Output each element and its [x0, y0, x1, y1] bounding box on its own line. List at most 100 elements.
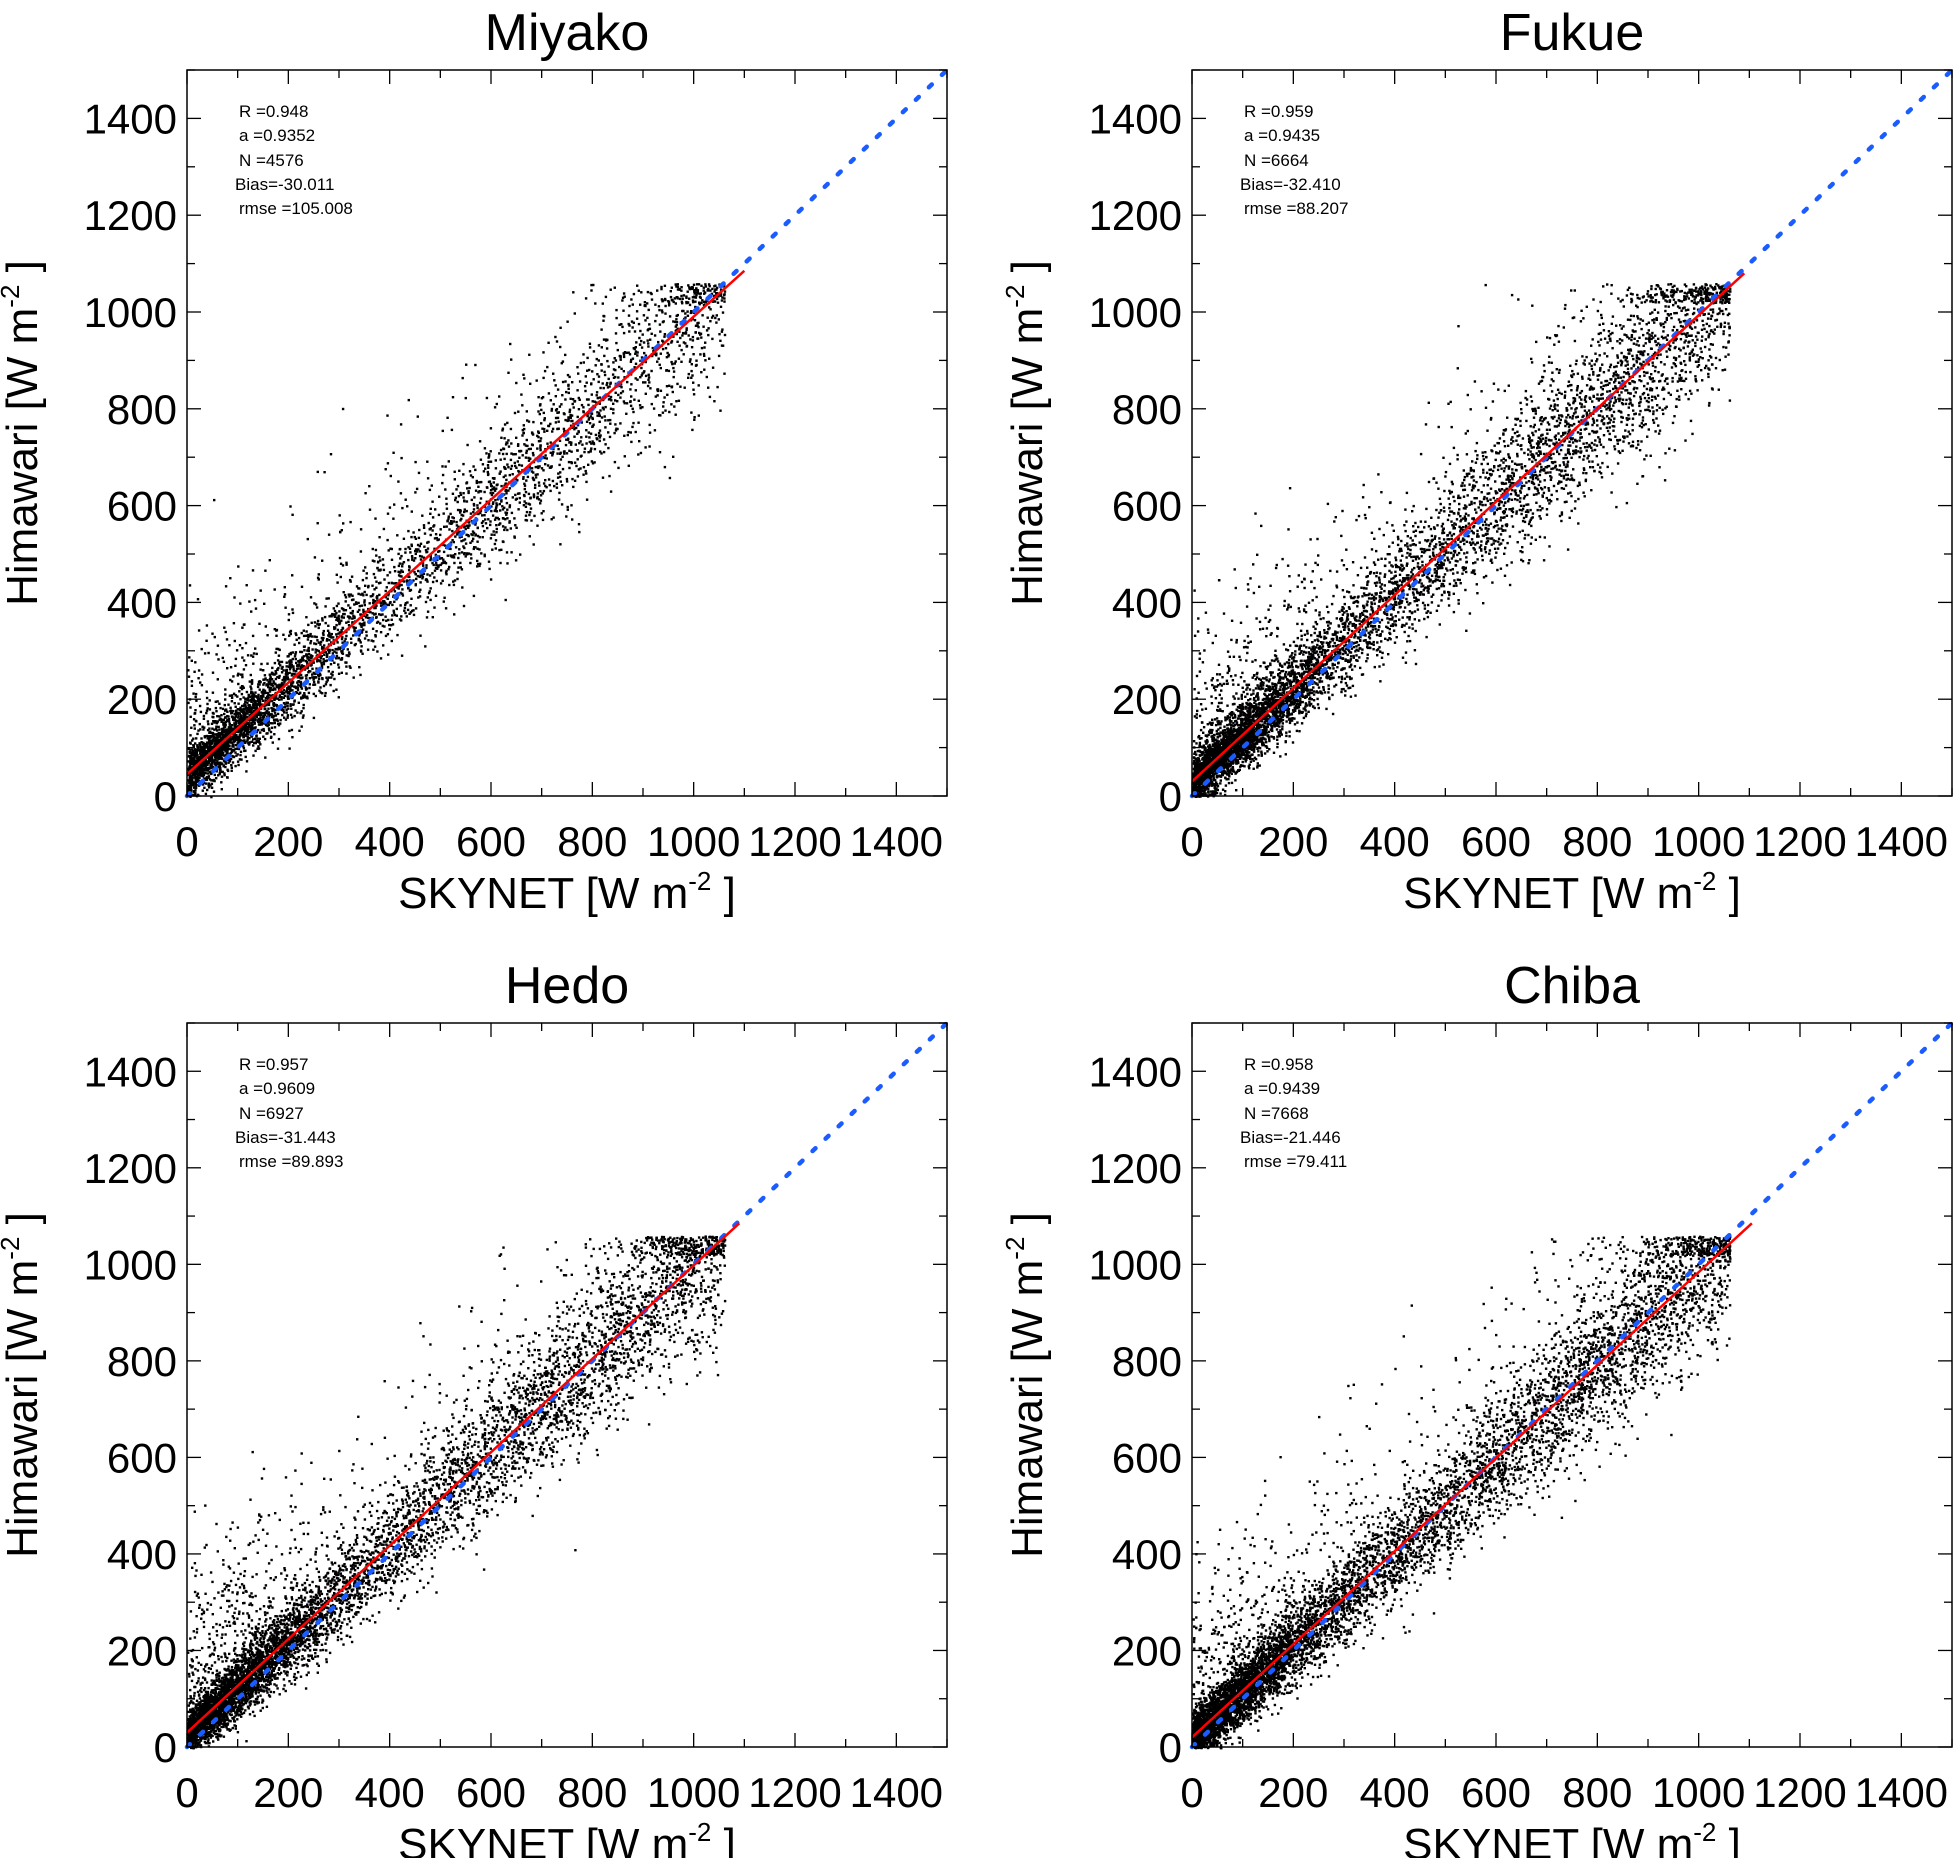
data-point: [421, 577, 424, 580]
data-point: [282, 688, 286, 692]
data-point: [600, 416, 604, 419]
data-point: [248, 694, 251, 697]
data-point: [284, 606, 287, 609]
data-point: [522, 504, 526, 507]
data-point: [241, 656, 244, 659]
data-point: [402, 561, 406, 564]
data-point: [449, 512, 452, 516]
data-point: [199, 754, 202, 757]
data-point: [210, 795, 213, 799]
data-point: [217, 738, 220, 742]
data-point: [270, 706, 273, 710]
data-point: [476, 506, 479, 510]
data-point: [364, 566, 367, 569]
data-point: [424, 600, 428, 604]
data-point: [399, 591, 402, 595]
data-point: [374, 548, 378, 552]
data-point: [278, 695, 281, 698]
data-point: [493, 489, 497, 492]
data-point: [270, 726, 274, 729]
data-point: [289, 703, 292, 706]
data-point: [357, 637, 360, 641]
data-point: [200, 745, 203, 749]
data-point: [604, 295, 608, 299]
data-point: [363, 590, 366, 594]
data-point: [254, 691, 257, 694]
data-point: [414, 607, 418, 610]
data-point: [400, 583, 403, 587]
data-point: [546, 464, 550, 467]
data-point: [650, 369, 653, 373]
data-point: [613, 431, 616, 435]
data-point: [222, 744, 226, 747]
data-point: [207, 775, 211, 778]
data-point: [643, 304, 646, 307]
data-point: [566, 508, 569, 511]
data-point: [686, 301, 690, 304]
data-point: [330, 672, 333, 675]
data-point: [481, 514, 484, 517]
data-point: [462, 462, 465, 466]
data-point: [460, 568, 464, 571]
data-point: [371, 612, 374, 615]
data-point: [489, 427, 493, 430]
data-point: [510, 452, 513, 455]
data-point: [578, 530, 581, 534]
data-point: [417, 569, 420, 573]
data-point: [208, 735, 212, 738]
data-point: [257, 693, 260, 697]
data-point: [484, 522, 488, 525]
data-point: [447, 568, 450, 571]
data-point: [239, 719, 243, 722]
data-point: [375, 586, 378, 589]
data-point: [616, 400, 619, 403]
data-point: [585, 480, 588, 484]
data-point: [631, 407, 634, 410]
data-point: [282, 702, 286, 705]
data-point: [613, 286, 616, 289]
data-point: [494, 547, 497, 550]
data-point: [426, 460, 429, 463]
data-point: [275, 634, 278, 637]
data-point: [1435, 481, 1438, 484]
data-point: [299, 650, 302, 654]
data-point: [427, 521, 430, 525]
data-point: [439, 533, 442, 537]
data-point: [327, 597, 330, 600]
data-point: [593, 461, 596, 464]
data-point: [258, 699, 261, 703]
data-point: [522, 477, 525, 480]
data-point: [650, 402, 653, 406]
data-point: [337, 663, 340, 666]
data-point: [358, 608, 361, 612]
data-point: [641, 372, 644, 375]
data-point: [508, 505, 511, 509]
data-point: [206, 761, 209, 764]
data-point: [193, 754, 196, 758]
data-point: [211, 691, 215, 694]
data-point: [426, 547, 430, 550]
data-point: [523, 487, 526, 491]
data-point: [320, 636, 324, 640]
data-point: [283, 694, 286, 697]
data-point: [255, 734, 258, 737]
data-point: [208, 759, 212, 762]
data-point: [349, 606, 352, 610]
data-point: [689, 358, 692, 361]
data-point: [227, 703, 230, 706]
data-point: [499, 561, 502, 565]
data-point: [652, 407, 656, 410]
data-point: [541, 492, 544, 495]
data-point: [529, 382, 532, 385]
data-point: [709, 320, 712, 323]
data-point: [606, 386, 610, 389]
data-point: [262, 683, 265, 686]
data-point: [372, 640, 375, 643]
data-point: [1496, 568, 1499, 572]
data-point: [377, 560, 380, 563]
data-point: [218, 771, 221, 774]
data-point: [544, 479, 547, 482]
data-point: [302, 707, 305, 710]
data-point: [599, 386, 602, 390]
data-point: [377, 582, 381, 585]
